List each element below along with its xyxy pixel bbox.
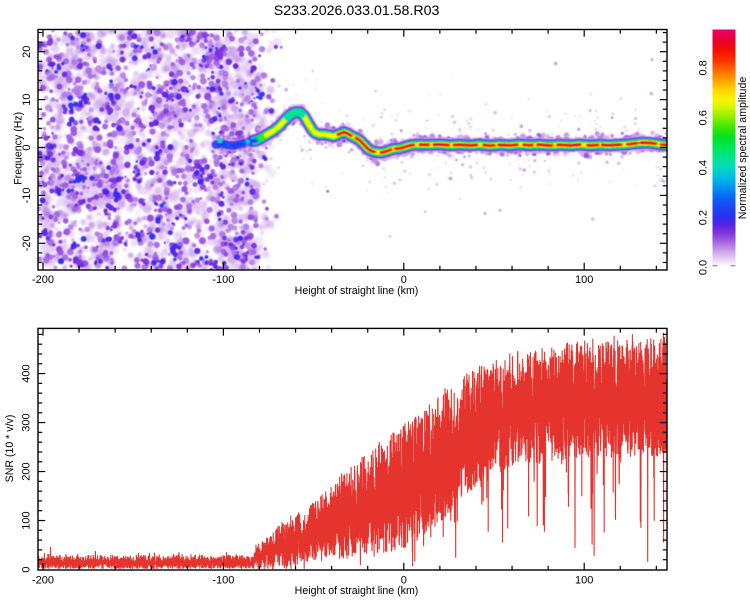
svg-text:0: 0 <box>401 274 407 286</box>
svg-text:20: 20 <box>21 46 33 58</box>
svg-text:Height of straight line (km): Height of straight line (km) <box>295 285 419 297</box>
svg-text:-100: -100 <box>212 274 234 286</box>
svg-text:S233.2026.033.01.58.R03: S233.2026.033.01.58.R03 <box>274 3 440 19</box>
svg-text:100: 100 <box>575 274 593 286</box>
svg-text:-200: -200 <box>32 274 54 286</box>
